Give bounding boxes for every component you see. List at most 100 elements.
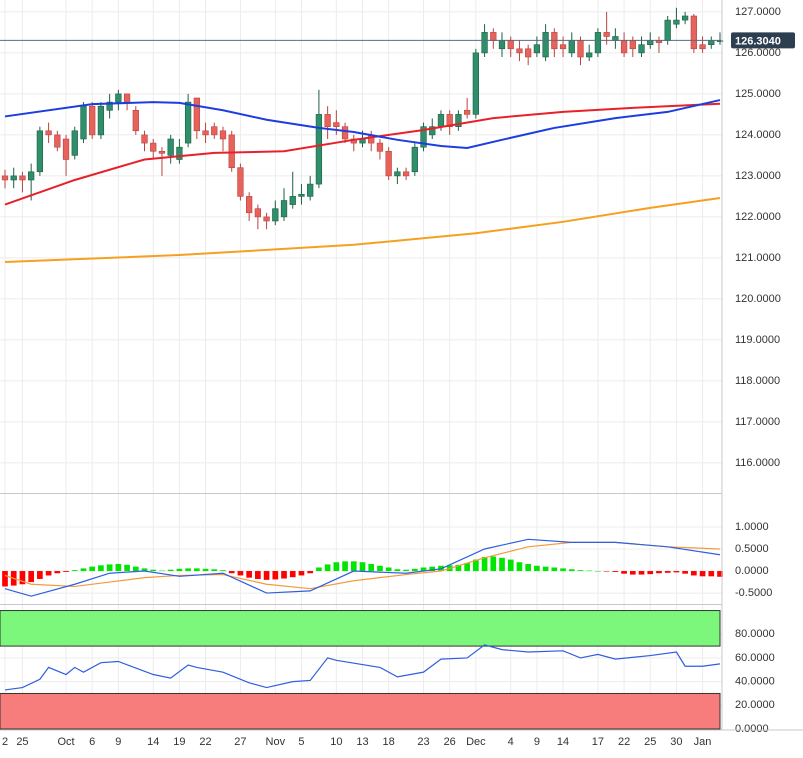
histogram-bar — [2, 571, 8, 587]
candle-body — [71, 130, 78, 156]
x-tick-label: 14 — [557, 736, 569, 748]
histogram-bar — [54, 571, 61, 574]
histogram-bar — [429, 566, 436, 572]
histogram-bar — [717, 571, 723, 577]
histogram-bar — [699, 571, 706, 577]
candle-body — [176, 146, 183, 160]
candle-body — [341, 126, 349, 140]
histogram-bar — [577, 570, 584, 572]
candle-body — [150, 142, 157, 152]
histogram-bar — [534, 565, 540, 572]
histogram-bar — [481, 556, 488, 572]
candle-body — [246, 196, 253, 214]
candle-body — [577, 40, 584, 58]
candle-body — [62, 138, 70, 160]
candle-body — [141, 134, 148, 144]
candle-body — [490, 32, 497, 41]
y-tick-label: 121.0000 — [735, 252, 781, 264]
candle-body — [647, 40, 654, 45]
candle-body — [472, 52, 479, 115]
histogram-bar — [464, 563, 470, 572]
y-tick-label: 0.0000 — [735, 565, 769, 577]
histogram-bar — [185, 568, 191, 572]
x-tick-label: 4 — [508, 736, 514, 748]
y-tick-label: 117.0000 — [735, 416, 780, 428]
candle-body — [690, 15, 697, 50]
x-tick-label: Jan — [694, 736, 712, 748]
histogram-bar — [516, 562, 523, 572]
histogram-bar — [272, 571, 279, 580]
candle-body — [429, 126, 436, 136]
candle-body — [603, 32, 610, 37]
candle-body — [89, 105, 96, 136]
candle-body — [586, 52, 593, 58]
histogram-bar — [708, 571, 715, 577]
candle-body — [542, 32, 549, 58]
histogram-bar — [490, 556, 497, 572]
x-tick-label: 25 — [16, 736, 28, 748]
candle-body — [481, 32, 488, 54]
histogram-bar — [682, 571, 688, 574]
x-tick-label: Dec — [466, 736, 486, 748]
histogram-bar — [98, 565, 104, 572]
indicator-line — [4, 102, 721, 206]
candle-body — [446, 114, 453, 127]
histogram-bar — [403, 569, 409, 572]
candle-body — [324, 114, 331, 127]
y-tick-label: 127.0000 — [735, 6, 781, 18]
candle-body — [10, 175, 17, 181]
histogram-bar — [63, 571, 69, 572]
histogram-bar — [89, 566, 96, 572]
histogram-bar — [45, 571, 52, 576]
histogram-bar — [237, 571, 244, 576]
candle-body — [411, 146, 418, 173]
histogram-bar — [455, 564, 462, 572]
histogram-bar — [499, 557, 505, 572]
histogram-bar — [176, 568, 183, 572]
rsi-band — [0, 692, 721, 730]
y-tick-label: 0.0000 — [735, 723, 769, 735]
histogram-bar — [333, 562, 340, 572]
candle-body — [228, 134, 235, 168]
candle-body — [420, 126, 427, 148]
histogram-bar — [316, 567, 322, 572]
indicator-line — [4, 99, 721, 150]
x-tick-label: 9 — [115, 736, 121, 748]
histogram-bar — [507, 559, 514, 572]
x-tick-label: 26 — [444, 736, 456, 748]
histogram-bar — [159, 570, 165, 572]
histogram-bar — [595, 571, 601, 572]
histogram-bar — [560, 568, 566, 572]
histogram-bar — [255, 571, 261, 579]
candle-body — [638, 44, 645, 54]
x-tick-label: 13 — [356, 736, 368, 748]
candle-body — [629, 40, 636, 50]
candle-body — [19, 175, 26, 181]
candle-body — [97, 105, 105, 136]
histogram-bar — [281, 571, 287, 579]
histogram-bar — [37, 571, 43, 579]
x-tick-label: 6 — [89, 736, 95, 748]
candle-body — [280, 200, 288, 218]
y-tick-label: 1.0000 — [735, 521, 769, 533]
y-tick-label: 126.0000 — [735, 47, 781, 59]
histogram-bar — [350, 561, 357, 572]
candle-body — [525, 48, 532, 58]
candle-body — [219, 130, 227, 140]
rsi-band — [0, 610, 721, 647]
candle-body — [464, 109, 471, 115]
x-tick-label: 27 — [234, 736, 246, 748]
candle-body — [202, 130, 209, 136]
candle-body — [507, 40, 514, 50]
candle-body — [289, 196, 296, 205]
indicator-line — [4, 538, 721, 597]
candle-body — [254, 208, 261, 218]
x-tick-label: 10 — [330, 736, 342, 748]
indicator-line — [4, 644, 721, 691]
y-tick-label: -0.5000 — [735, 587, 772, 599]
x-tick-label: 9 — [534, 736, 540, 748]
indicator-line — [4, 197, 721, 263]
x-tick-label: 22 — [618, 736, 630, 748]
x-tick-label: 19 — [173, 736, 185, 748]
candle-body — [594, 32, 602, 54]
